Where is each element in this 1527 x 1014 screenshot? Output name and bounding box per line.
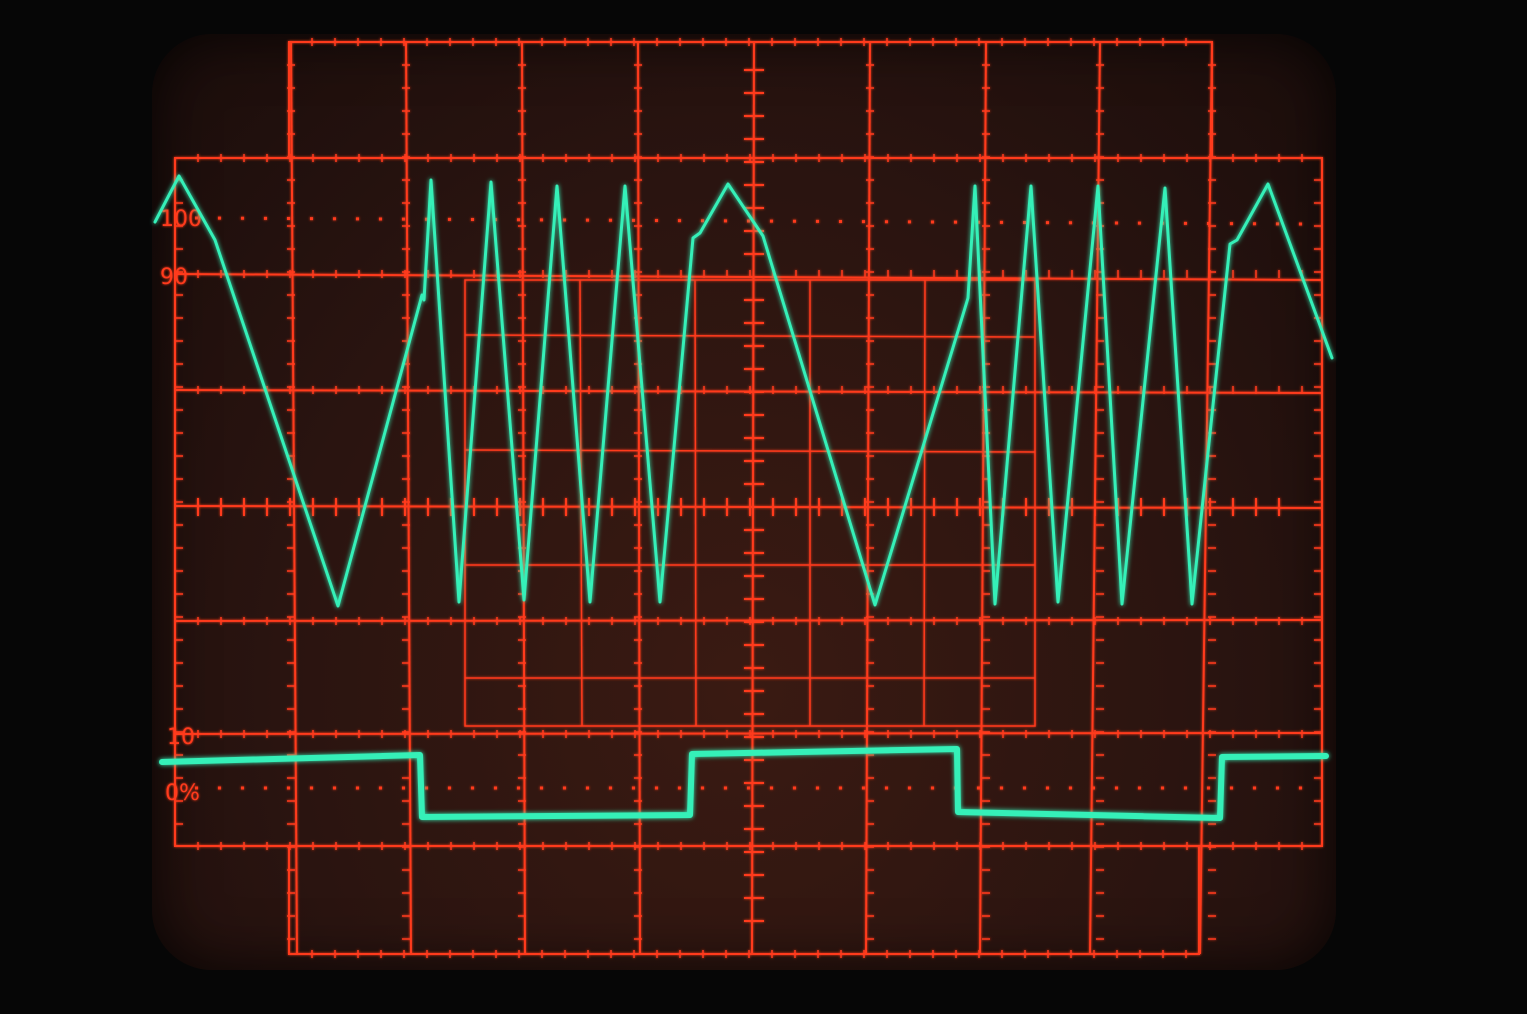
graticule-frame [174,157,1323,847]
triangle-wave-trace [153,174,1334,608]
graticule-ticks [175,38,1322,958]
percent-dotted-lines [194,216,1311,790]
graticule-lower-frame [288,845,1200,955]
label-10-percent: 10 [167,725,195,750]
label-90-percent: 90 [160,265,188,290]
graticule-grid [174,38,1323,958]
label-0-percent: 0% [165,781,200,806]
graticule-upper-frame [288,41,1213,159]
graticule-vertical-lines [290,41,1213,955]
label-100-percent: 100 [160,207,202,232]
center-vertical-axis [751,41,755,955]
percent-labels: 100 90 10 0% [160,207,202,806]
signal-traces [153,174,1334,821]
square-wave-trace [159,746,1329,821]
